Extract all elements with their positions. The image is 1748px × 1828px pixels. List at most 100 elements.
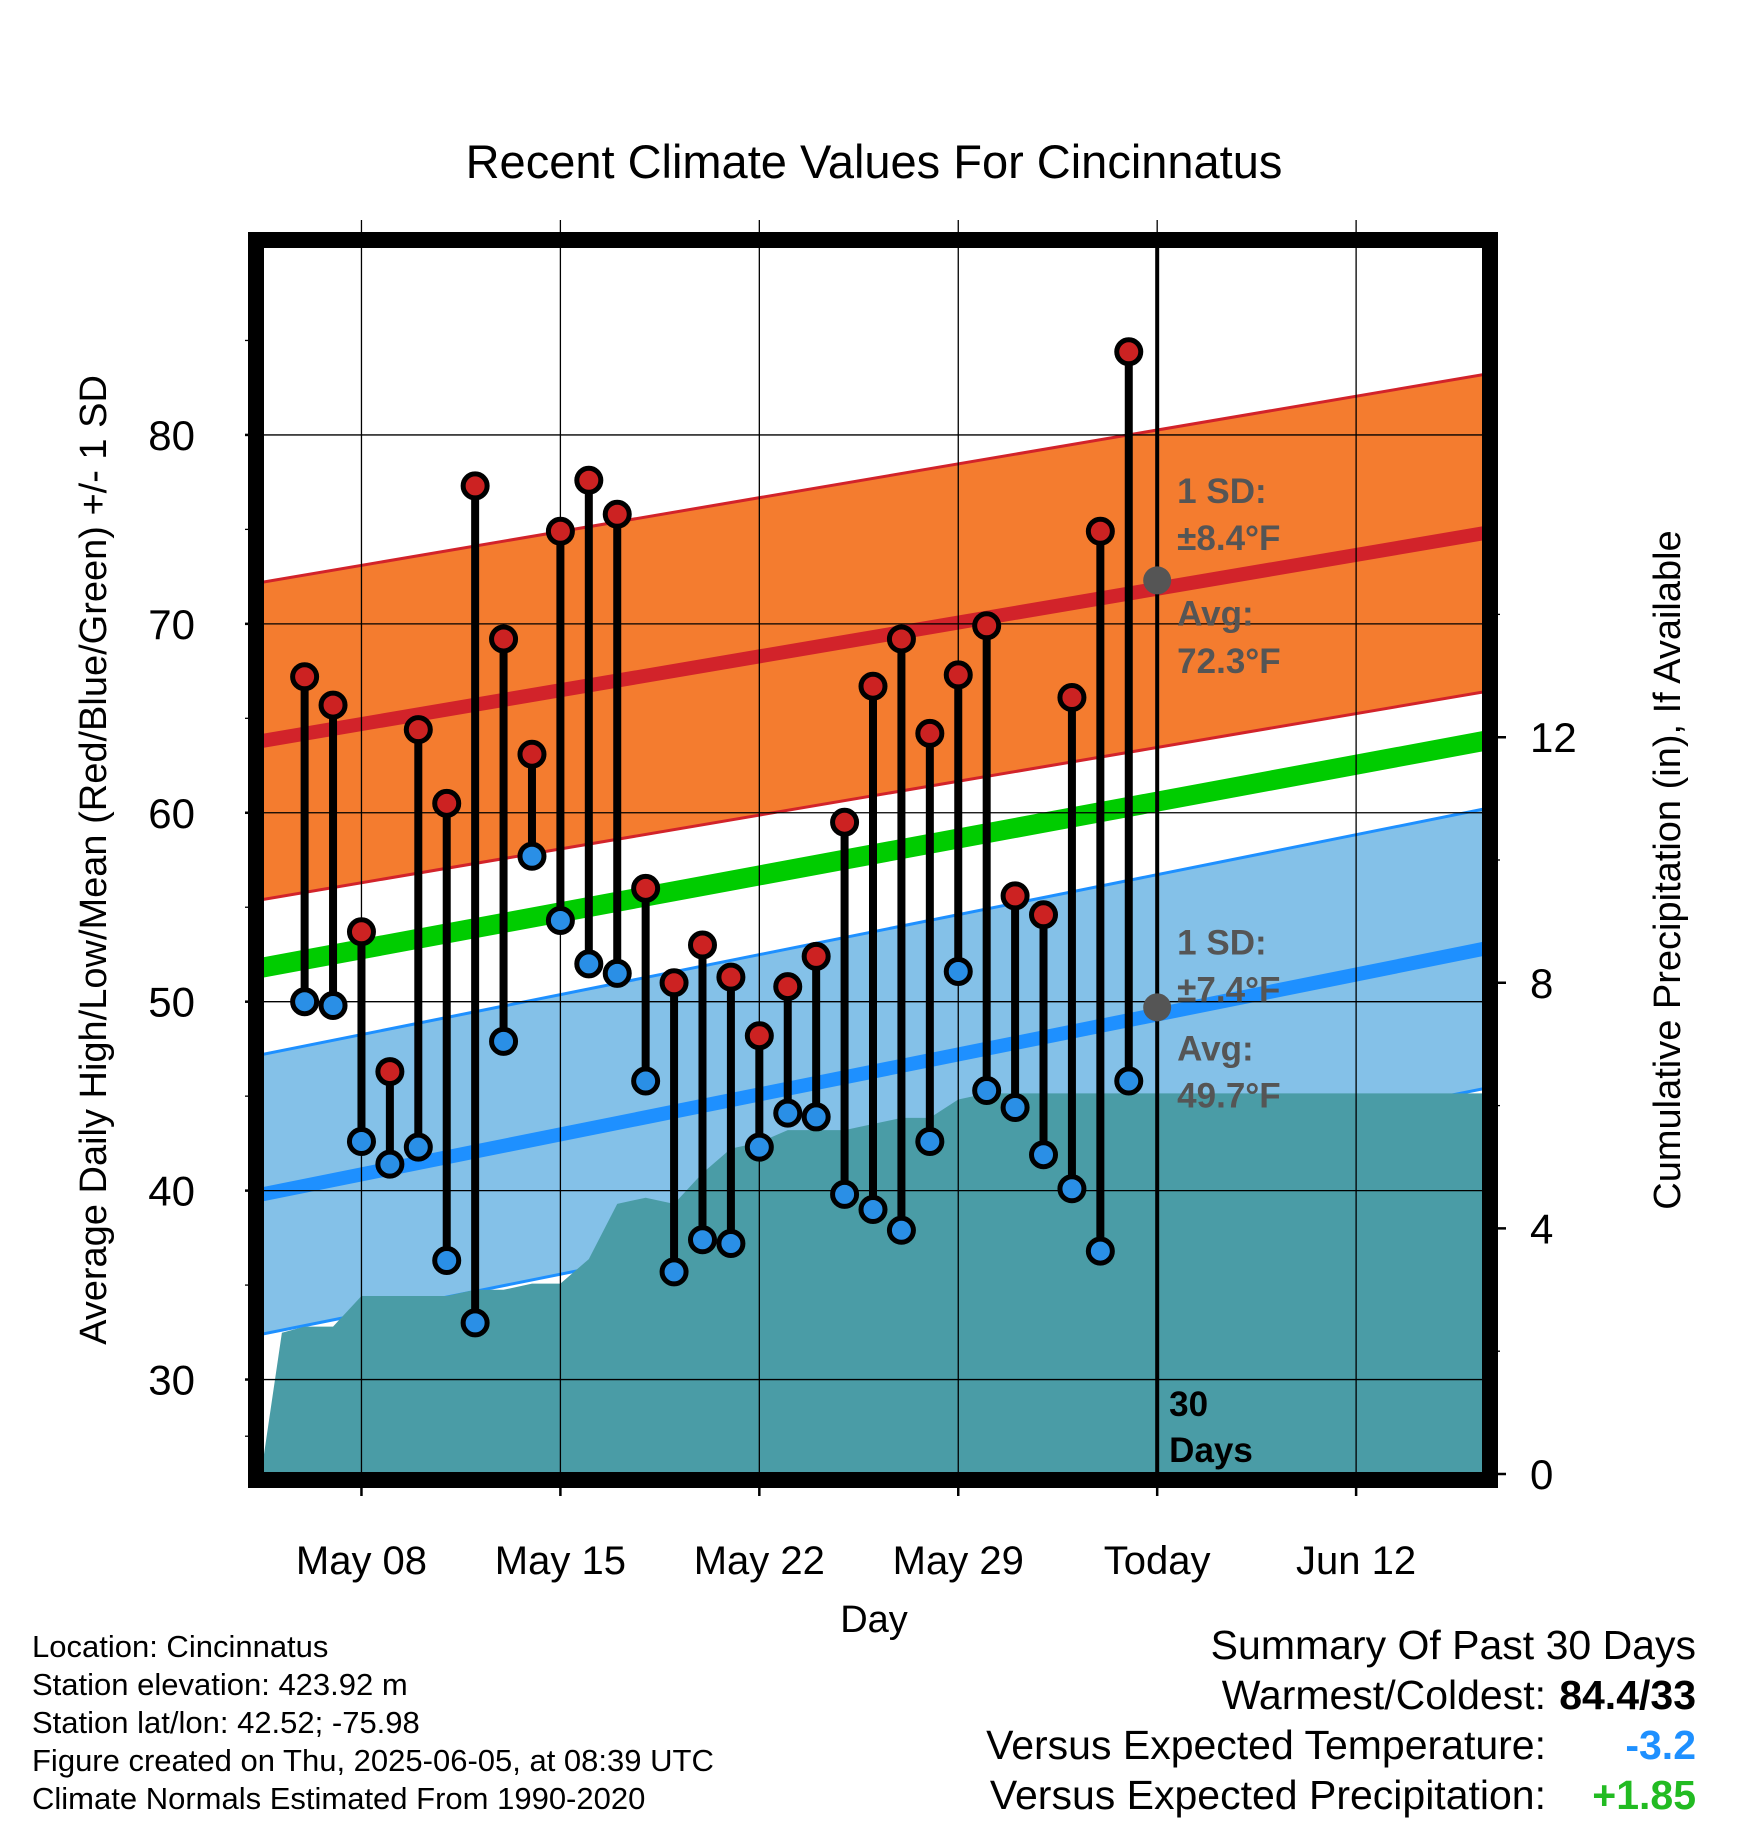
daily-low-point: [716, 1229, 746, 1259]
low-sd-value: ±7.4°F: [1177, 971, 1280, 1010]
daily-high-point: [574, 465, 604, 495]
y-tick-label: 40: [148, 1168, 195, 1215]
summary-precip-label: Versus Expected Precipitation:: [989, 1772, 1546, 1818]
x-tick-label: May 08: [296, 1539, 427, 1583]
daily-low-point: [1114, 1066, 1144, 1096]
meta-latlon: Station lat/lon: 42.52; -75.98: [32, 1705, 420, 1740]
daily-low-point: [1000, 1092, 1030, 1122]
x-axis-label: Day: [840, 1599, 908, 1641]
daily-low-point: [830, 1179, 860, 1209]
summary-warmest-row: Warmest/Coldest: 84.4/33: [986, 1670, 1696, 1720]
daily-high-point: [744, 1021, 774, 1051]
summary-precip-row: Versus Expected Precipitation: +1.85: [986, 1770, 1696, 1820]
meta-normals: Climate Normals Estimated From 1990-2020: [32, 1781, 646, 1816]
y2-tick-label: 12: [1530, 714, 1577, 761]
x-tick-label: May 22: [694, 1539, 825, 1583]
daily-high-point: [460, 471, 490, 501]
summary-temp-value: -3.2: [1625, 1722, 1696, 1768]
daily-high-point: [830, 807, 860, 837]
x-tick-label: Jun 12: [1296, 1539, 1416, 1583]
daily-low-point: [744, 1132, 774, 1162]
meta-elevation: Station elevation: 423.92 m: [32, 1667, 408, 1702]
daily-high-point: [716, 962, 746, 992]
meta-location: Location: Cincinnatus: [32, 1629, 329, 1664]
daily-high-point: [318, 690, 348, 720]
y2-tick-label: 4: [1530, 1205, 1553, 1252]
daily-low-point: [545, 905, 575, 935]
meta-info: Location: Cincinnatus Station elevation:…: [32, 1628, 714, 1818]
daily-low-point: [574, 949, 604, 979]
daily-low-point: [432, 1246, 462, 1276]
daily-high-point: [1000, 881, 1030, 911]
daily-low-point: [886, 1215, 916, 1245]
daily-high-point: [773, 972, 803, 1002]
x-tick-label: Today: [1104, 1539, 1211, 1583]
low-avg-value: 49.7°F: [1177, 1076, 1281, 1115]
summary-warmest-value: 84.4/33: [1559, 1672, 1696, 1718]
low-avg-label: Avg:: [1177, 1029, 1253, 1068]
daily-high-point: [432, 788, 462, 818]
y-tick-label: 30: [148, 1357, 195, 1404]
y-tick-label: 70: [148, 601, 195, 648]
daily-low-point: [773, 1098, 803, 1128]
daily-low-point: [318, 990, 348, 1020]
data-marks: 1 SD: ±8.4°F Avg: 72.3°F 1 SD: ±7.4°F Avg: 49.7…: [290, 246, 1281, 1474]
daily-low-point: [290, 987, 320, 1017]
today-days-label: Days: [1169, 1431, 1253, 1470]
x-tick-label: May 15: [495, 1539, 626, 1583]
daily-high-point: [801, 941, 831, 971]
high-avg-label: Avg:: [1177, 595, 1253, 634]
y2-tick-label: 8: [1530, 960, 1553, 1007]
summary-warmest-label: Warmest/Coldest:: [1221, 1672, 1546, 1718]
high-sd-label: 1 SD:: [1177, 472, 1266, 511]
daily-low-point: [972, 1075, 1002, 1105]
daily-low-point: [375, 1149, 405, 1179]
daily-high-point: [290, 662, 320, 692]
daily-high-point: [659, 968, 689, 998]
daily-high-point: [886, 624, 916, 654]
daily-low-point: [403, 1132, 433, 1162]
daily-low-point: [915, 1126, 945, 1156]
daily-high-point: [943, 660, 973, 690]
daily-high-point: [545, 516, 575, 546]
summary-heading: Summary Of Past 30 Days: [1210, 1622, 1696, 1668]
daily-high-point: [631, 873, 661, 903]
daily-low-point: [858, 1195, 888, 1225]
daily-high-point: [602, 499, 632, 529]
daily-high-point: [858, 671, 888, 701]
normal-high-line: [262, 526, 1484, 748]
summary-panel: Summary Of Past 30 Days Warmest/Coldest:…: [986, 1620, 1696, 1820]
high-avg-point: [1143, 566, 1172, 595]
meta-created: Figure created on Thu, 2025-06-05, at 08…: [32, 1743, 714, 1778]
daily-high-point: [1085, 516, 1115, 546]
y2-tick-label: 0: [1530, 1451, 1553, 1498]
daily-low-point: [1057, 1174, 1087, 1204]
summary-precip-value: +1.85: [1592, 1772, 1696, 1818]
low-sd-label: 1 SD:: [1177, 923, 1266, 962]
daily-high-point: [972, 611, 1002, 641]
daily-low-point: [687, 1225, 717, 1255]
high-sd-value: ±8.4°F: [1177, 519, 1280, 558]
summary-temp-label: Versus Expected Temperature:: [986, 1722, 1546, 1768]
precip-area: [262, 1093, 1484, 1474]
daily-low-point: [943, 956, 973, 986]
y-tick-label: 50: [148, 979, 195, 1026]
axes: 30 40 50 60 70 80 0 4 8 12 May 08 May 15 May 22 May 2…: [148, 339, 1577, 1583]
daily-low-point: [346, 1126, 376, 1156]
y2-axis-label: Cumulative Precipitation (in), If Availa…: [1647, 530, 1689, 1209]
daily-low-point: [801, 1102, 831, 1132]
daily-high-point: [346, 917, 376, 947]
y-tick-label: 80: [148, 412, 195, 459]
y-tick-label: 60: [148, 790, 195, 837]
daily-high-point: [915, 718, 945, 748]
low-avg-point: [1143, 993, 1172, 1022]
x-tick-label: May 29: [893, 1539, 1024, 1583]
daily-low-point: [1029, 1140, 1059, 1170]
daily-high-point: [489, 624, 519, 654]
daily-low-point: [517, 841, 547, 871]
today-days-number: 30: [1169, 1385, 1208, 1424]
high-avg-value: 72.3°F: [1177, 642, 1281, 681]
daily-low-point: [489, 1026, 519, 1056]
daily-low-point: [460, 1308, 490, 1338]
